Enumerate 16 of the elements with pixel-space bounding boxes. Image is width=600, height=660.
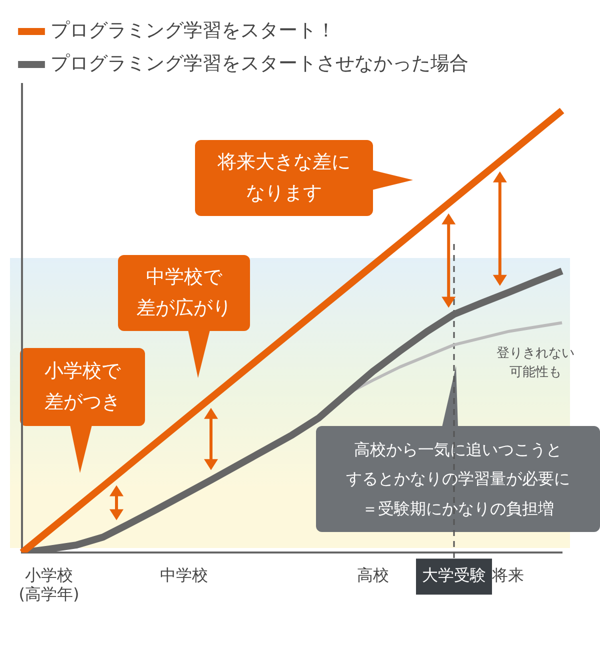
- annotation: 小学校で差がつき: [44, 358, 120, 415]
- legend-label: プログラミング学習をスタートさせなかった場合: [50, 52, 468, 74]
- x-tick-label: 大学受験: [422, 565, 486, 584]
- speech-bubble: 小学校で差がつき: [20, 348, 145, 426]
- legend-label: プログラミング学習をスタート！: [50, 19, 336, 42]
- annotation: 登りきれない可能性も: [496, 344, 574, 382]
- x-tick-label: 中学校: [160, 565, 208, 584]
- x-tick-label: 高校: [357, 565, 389, 584]
- x-tick-label: 将来: [491, 565, 524, 584]
- speech-bubble: 中学校で差が広がり: [118, 255, 250, 331]
- x-tick-label: 小学校(高学年): [18, 565, 80, 604]
- annotation: 高校から一気に追いつこうとするとかなりの学習量が必要に＝受験期にかなりの負担増: [346, 438, 570, 520]
- speech-bubble: 将来大きな差になります: [195, 140, 373, 216]
- speech-bubble: 高校から一気に追いつこうとするとかなりの学習量が必要に＝受験期にかなりの負担増: [316, 426, 600, 532]
- annotation: 将来大きな差になります: [218, 150, 350, 206]
- annotation: 中学校で差が広がり: [136, 264, 232, 321]
